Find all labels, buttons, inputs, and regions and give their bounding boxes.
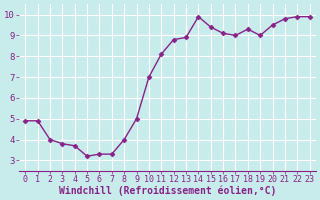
X-axis label: Windchill (Refroidissement éolien,°C): Windchill (Refroidissement éolien,°C) (59, 185, 276, 196)
